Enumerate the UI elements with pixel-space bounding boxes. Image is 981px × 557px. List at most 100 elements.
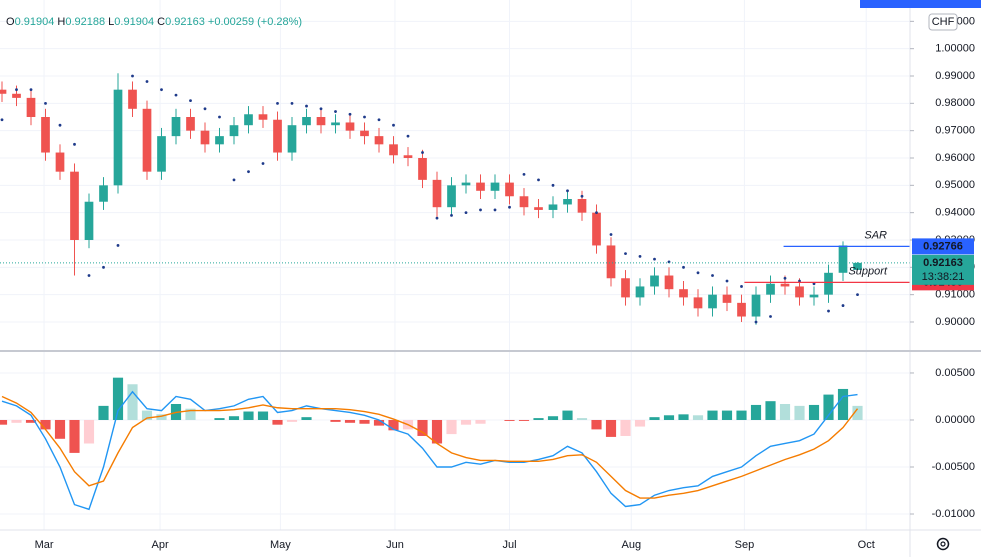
candle-body bbox=[853, 262, 862, 270]
sar-dot bbox=[406, 134, 410, 138]
sar-dot bbox=[682, 265, 685, 269]
histogram-bar bbox=[388, 419, 399, 431]
sar-dot bbox=[174, 93, 178, 97]
sar-dot bbox=[319, 107, 323, 111]
candle-body bbox=[302, 117, 311, 126]
candle-body bbox=[41, 117, 50, 153]
y-tick-label: 0.96000 bbox=[935, 152, 975, 164]
candle-body bbox=[26, 97, 36, 118]
sar-dot bbox=[595, 211, 598, 215]
legend-value: 0.92188 bbox=[65, 16, 105, 28]
sar-dot bbox=[856, 293, 859, 297]
histogram-bar bbox=[605, 419, 617, 437]
histogram-bar bbox=[69, 419, 80, 453]
legend-key: O bbox=[6, 16, 15, 28]
histogram-bar bbox=[156, 414, 167, 420]
candle-body bbox=[664, 275, 674, 290]
histogram-bar bbox=[823, 394, 834, 420]
toolbar-button[interactable] bbox=[860, 0, 981, 8]
histogram-bar bbox=[54, 419, 66, 439]
sar-dot bbox=[247, 170, 250, 174]
sar-dot bbox=[609, 233, 613, 236]
histogram-bar bbox=[257, 411, 269, 420]
candle-body bbox=[795, 286, 804, 298]
candle-body bbox=[548, 204, 558, 210]
sar-dot bbox=[435, 216, 439, 220]
histogram-bar bbox=[692, 415, 704, 420]
price-badge bbox=[912, 238, 974, 255]
sar-dot bbox=[131, 74, 134, 78]
sar-dot bbox=[740, 285, 743, 288]
histogram-bar bbox=[141, 410, 153, 420]
histogram-bar bbox=[98, 405, 109, 420]
y-tick-label: 0.94000 bbox=[935, 207, 975, 219]
sar-dot bbox=[638, 254, 642, 258]
candle-body bbox=[403, 155, 413, 159]
price-badge-label: 0.92766 bbox=[923, 240, 963, 252]
currency-box[interactable] bbox=[928, 13, 958, 31]
histogram-bar bbox=[504, 419, 515, 421]
candle-body bbox=[316, 117, 326, 126]
x-tick-label: Jun bbox=[386, 539, 404, 551]
histogram-bar bbox=[663, 415, 675, 420]
macd-line bbox=[1, 390, 858, 511]
settings-icon[interactable] bbox=[936, 537, 950, 551]
candle-body bbox=[563, 198, 572, 205]
histogram-bar bbox=[243, 411, 254, 420]
sar-dot bbox=[44, 101, 47, 105]
sar-dot bbox=[261, 162, 265, 165]
candle-body bbox=[229, 125, 239, 137]
histogram-bar bbox=[779, 403, 791, 420]
y-tick-label: -0.01000 bbox=[932, 508, 975, 520]
histogram-bar bbox=[40, 419, 51, 430]
grid bbox=[0, 0, 910, 530]
sar-dot bbox=[508, 205, 511, 209]
sar-dot bbox=[305, 104, 308, 108]
gear-center bbox=[940, 541, 946, 547]
sar-dot bbox=[160, 88, 163, 92]
sar-dot bbox=[464, 211, 468, 215]
legend-value: 0.92163 bbox=[165, 16, 205, 28]
histogram-bar bbox=[359, 419, 370, 424]
legend-value: +0.00259 (+0.28%) bbox=[208, 16, 302, 28]
histogram-bar bbox=[431, 419, 443, 444]
gear bbox=[936, 537, 950, 551]
candle-body bbox=[273, 119, 282, 153]
candle-body bbox=[780, 283, 790, 287]
candle-body bbox=[374, 136, 384, 145]
y-tick-label: 0.00500 bbox=[935, 367, 975, 379]
candle-body bbox=[128, 89, 137, 109]
last-price-badge bbox=[912, 254, 974, 285]
histogram-bar bbox=[286, 419, 298, 422]
candle-body bbox=[824, 272, 833, 295]
candle-body bbox=[635, 286, 645, 298]
legend-key: C bbox=[157, 16, 165, 28]
histogram-bar bbox=[750, 404, 762, 420]
candle-body bbox=[621, 278, 630, 298]
histogram-bar bbox=[837, 388, 849, 420]
sar-dot bbox=[0, 118, 4, 122]
y-tick-label: 0.90000 bbox=[935, 316, 975, 328]
sar-dot bbox=[841, 304, 845, 307]
candle-body bbox=[432, 179, 442, 208]
histogram-bar bbox=[852, 405, 863, 420]
sar-dot bbox=[276, 101, 279, 105]
sar-dot bbox=[551, 183, 555, 187]
candle-body bbox=[389, 144, 398, 156]
candle-body bbox=[766, 283, 775, 295]
histogram-bar bbox=[11, 419, 22, 423]
histogram-bar bbox=[547, 416, 559, 420]
histogram-bar bbox=[678, 414, 689, 420]
y-tick-label: 0.99000 bbox=[935, 70, 975, 82]
histogram-bar bbox=[228, 416, 240, 420]
candle-body bbox=[519, 196, 529, 208]
histogram-bar bbox=[707, 410, 718, 420]
candle-body bbox=[84, 201, 94, 240]
sar-dot bbox=[73, 142, 76, 146]
candle-body bbox=[679, 289, 688, 298]
sar-dot bbox=[537, 178, 540, 182]
histogram-bar bbox=[25, 419, 37, 423]
candle-body bbox=[200, 130, 210, 145]
sar-dot bbox=[580, 194, 584, 198]
